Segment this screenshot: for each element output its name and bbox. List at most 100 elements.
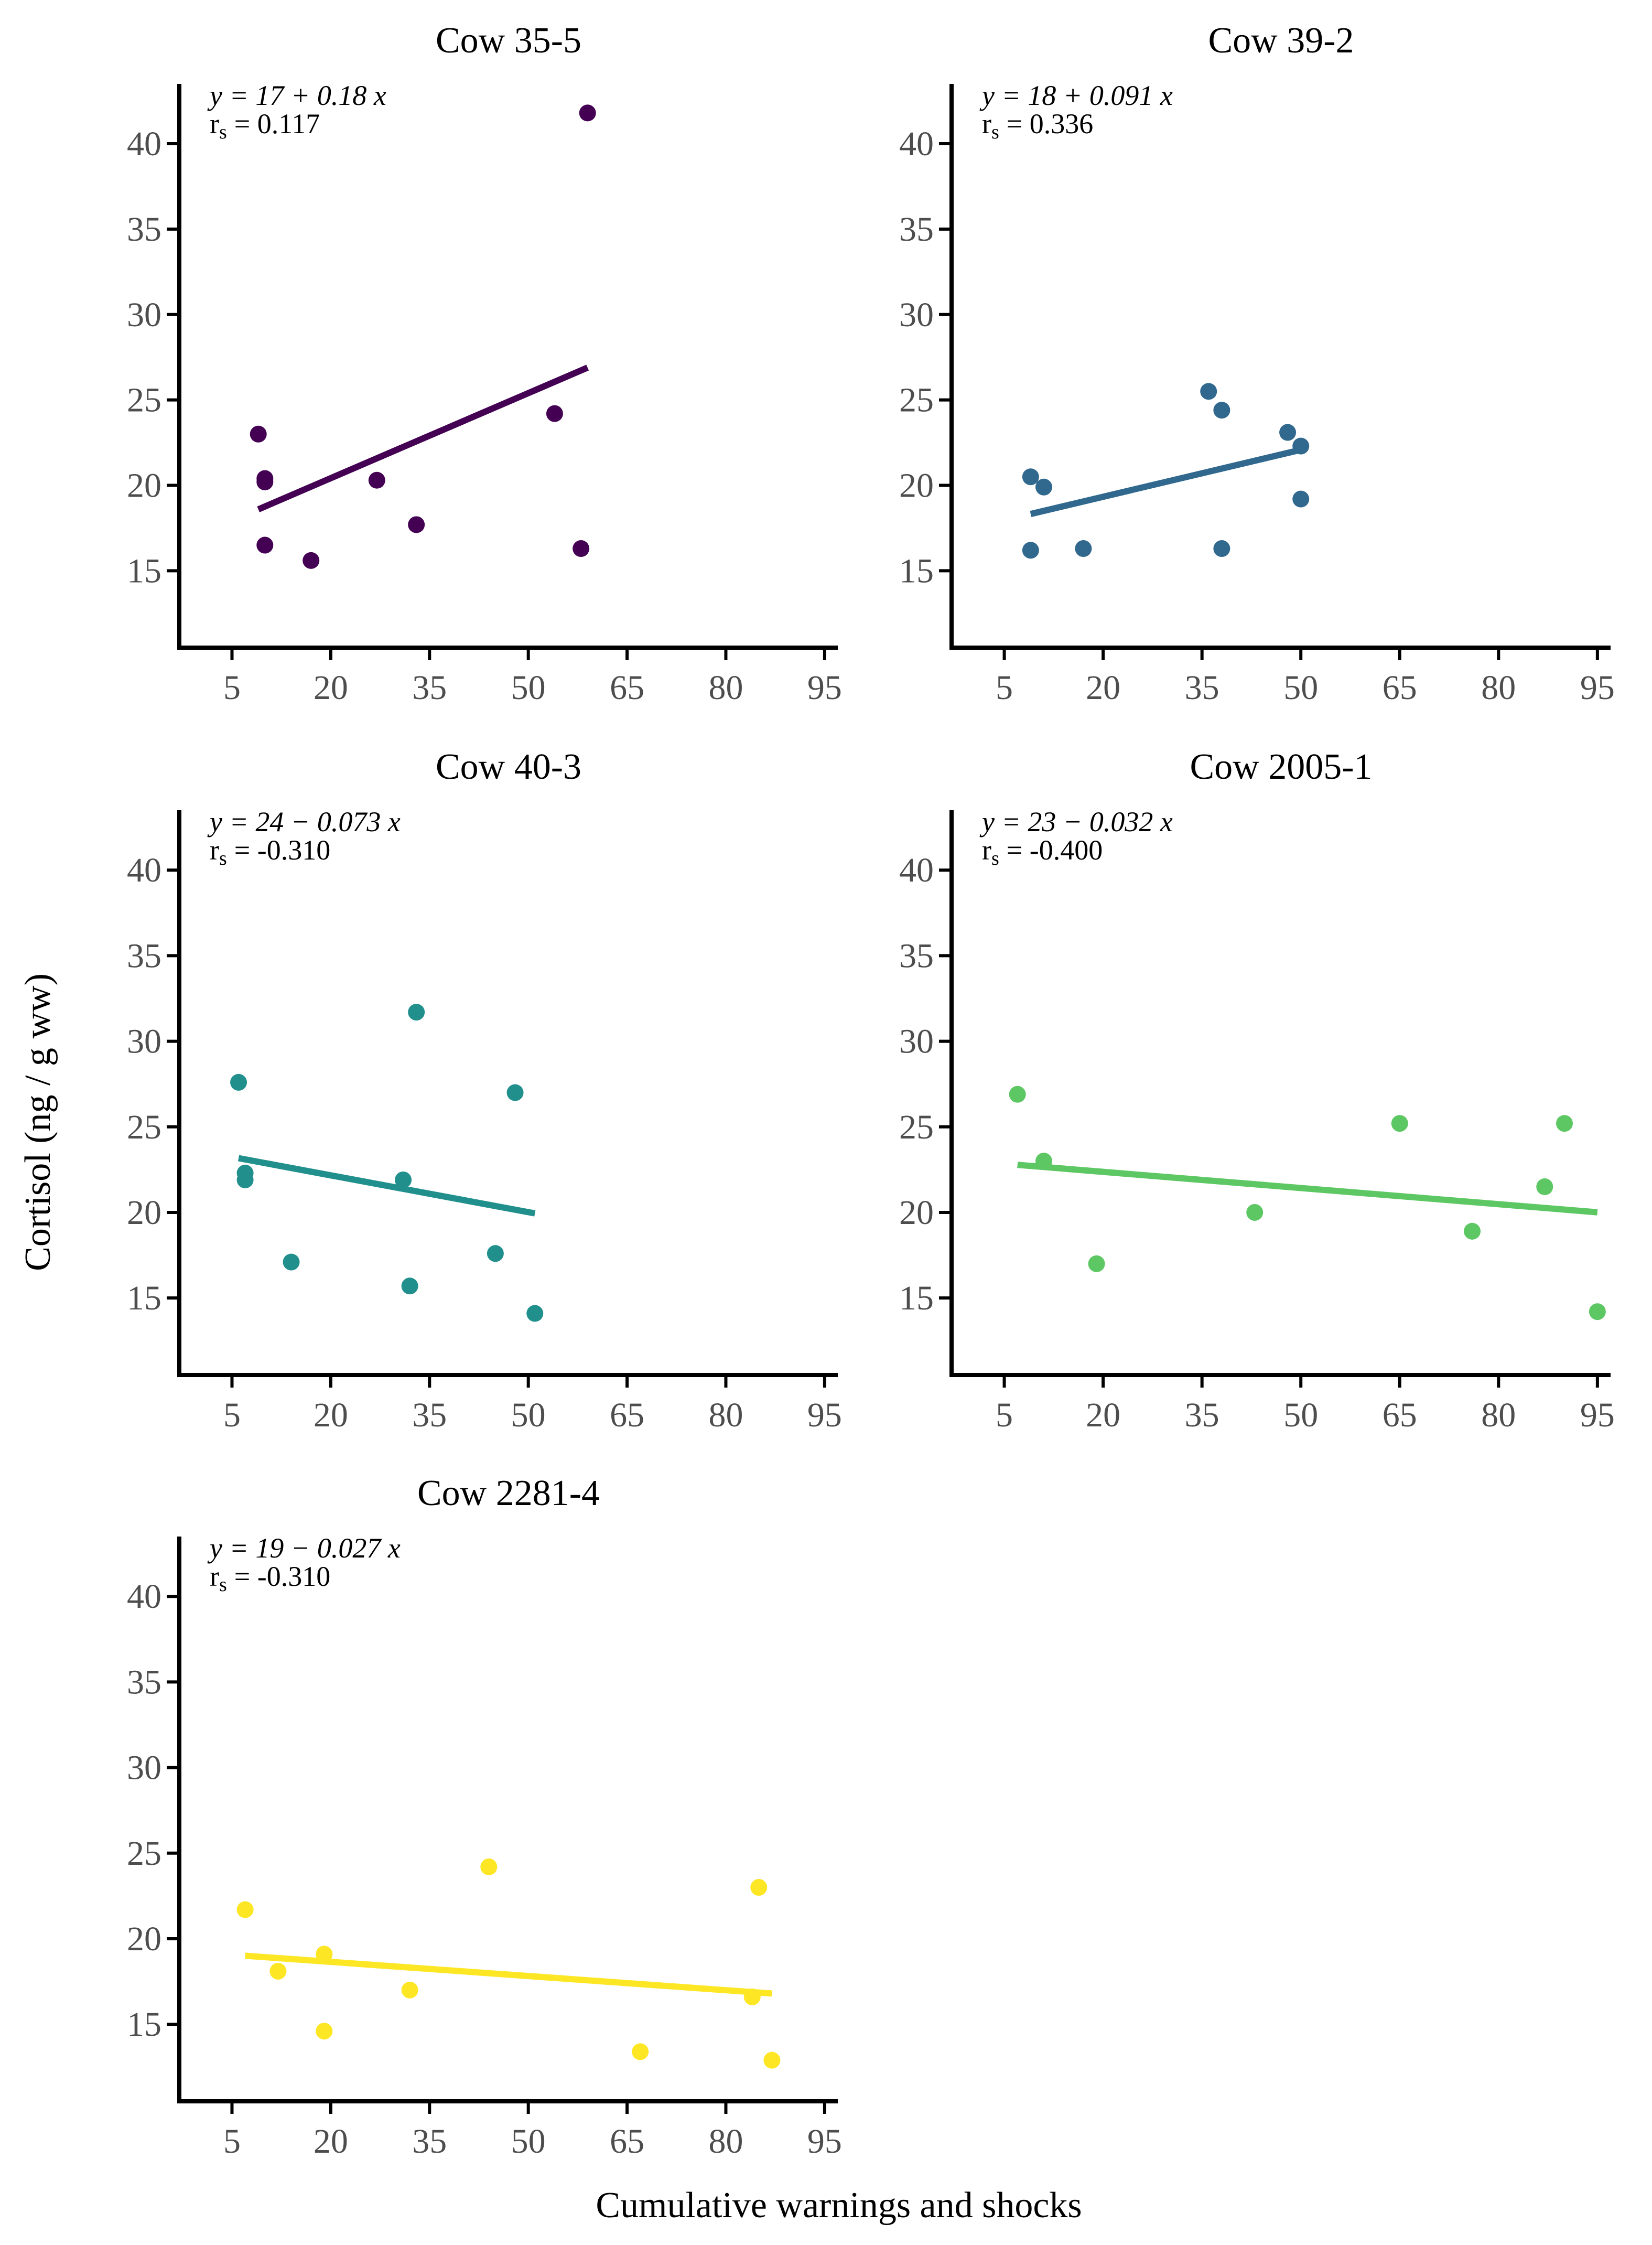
- y-tick-label: 30: [127, 1749, 161, 1787]
- data-point: [1088, 1255, 1105, 1272]
- y-axis-title: Cortisol (ng / g ww): [18, 973, 58, 1271]
- data-point: [1075, 540, 1092, 557]
- x-tick-label: 65: [610, 2122, 644, 2161]
- y-tick-label: 30: [127, 1023, 161, 1061]
- y-tick-label: 30: [127, 296, 161, 334]
- y-tick-label: 35: [127, 1663, 161, 1701]
- x-tick-label: 35: [412, 2122, 447, 2161]
- panel-title: Cow 35-5: [436, 20, 581, 61]
- data-point: [236, 1901, 254, 1918]
- spearman-rs: rs = 0.117: [210, 108, 320, 143]
- x-tick-label: 65: [1383, 669, 1417, 707]
- x-tick-label: 20: [1086, 1396, 1120, 1434]
- y-tick-label: 15: [899, 1279, 934, 1317]
- spearman-rs: rs = 0.336: [982, 108, 1093, 143]
- data-point: [506, 1084, 524, 1101]
- data-point: [408, 516, 425, 533]
- x-tick-label: 35: [412, 1396, 447, 1434]
- panel-1: Cow 35-5 5 20 35 50 65 80 95 15 20 25 30 35 40 y = 17 …: [127, 20, 842, 707]
- regression-equation: y = 19 − 0.027 x: [207, 1532, 401, 1564]
- rs-subscript: s: [991, 847, 999, 869]
- x-tick-label: 80: [1481, 669, 1516, 707]
- y-tick-label: 15: [127, 1279, 161, 1317]
- x-tick-label: 65: [1383, 1396, 1417, 1434]
- x-tick-label: 50: [1283, 669, 1318, 707]
- x-tick-label: 80: [708, 669, 743, 707]
- y-tick-label: 25: [899, 381, 934, 420]
- data-point: [1279, 424, 1297, 441]
- x-tick-label: 50: [1283, 1396, 1318, 1434]
- data-point: [763, 2051, 781, 2069]
- y-tick-label: 25: [127, 381, 161, 420]
- data-point: [368, 471, 385, 489]
- y-tick-label: 15: [127, 2005, 161, 2044]
- y-tick-label: 15: [127, 552, 161, 590]
- data-point: [316, 1946, 333, 1963]
- x-tick-label: 65: [610, 1396, 644, 1434]
- y-tick-label: 25: [127, 1108, 161, 1146]
- x-tick-label: 80: [1481, 1396, 1516, 1434]
- x-tick-label: 50: [511, 1396, 546, 1434]
- y-tick-label: 20: [127, 1920, 161, 1958]
- data-point: [250, 425, 267, 443]
- data-point: [256, 536, 274, 554]
- data-point: [1200, 383, 1217, 400]
- rs-symbol: r: [982, 834, 991, 866]
- data-point: [269, 1962, 287, 1980]
- y-tick-label: 40: [899, 851, 934, 889]
- y-tick-label: 35: [899, 210, 934, 249]
- data-point: [401, 1277, 418, 1295]
- y-tick-label: 30: [899, 296, 934, 334]
- rs-value: = -0.400: [1007, 834, 1103, 866]
- data-point: [1246, 1204, 1264, 1221]
- rs-symbol: r: [982, 108, 991, 139]
- data-point: [579, 104, 596, 122]
- data-point: [1009, 1086, 1026, 1103]
- y-tick-label: 30: [899, 1023, 934, 1061]
- data-point: [1022, 542, 1039, 559]
- data-point: [395, 1171, 412, 1188]
- data-point: [236, 1171, 254, 1188]
- y-tick-label: 15: [899, 552, 934, 590]
- x-tick-label: 20: [314, 2122, 348, 2161]
- y-tick-label: 20: [127, 1194, 161, 1232]
- data-point: [487, 1245, 504, 1262]
- x-tick-label: 5: [223, 2122, 241, 2161]
- rs-value: = 0.117: [234, 108, 320, 139]
- y-tick-label: 35: [127, 210, 161, 249]
- y-tick-label: 40: [899, 125, 934, 163]
- rs-value: = -0.310: [234, 834, 330, 866]
- panel-5: Cow 2281-4 5 20 35 50 65 80 95 15 20 25 30 35 40 y = 1…: [127, 1473, 842, 2161]
- data-point: [743, 1988, 761, 2005]
- regression-equation: y = 23 − 0.032 x: [979, 806, 1173, 837]
- data-point: [1536, 1178, 1553, 1195]
- rs-symbol: r: [210, 1561, 219, 1592]
- rs-subscript: s: [219, 847, 227, 869]
- regression-equation: y = 17 + 0.18 x: [207, 80, 386, 111]
- regression-line: [1030, 446, 1302, 517]
- y-tick-label: 20: [127, 467, 161, 505]
- x-tick-label: 80: [708, 1396, 743, 1434]
- x-tick-label: 35: [1185, 669, 1219, 707]
- data-point: [480, 1858, 498, 1875]
- x-tick-label: 50: [511, 2122, 546, 2161]
- rs-value: = -0.310: [234, 1561, 330, 1592]
- regression-line: [257, 364, 589, 512]
- y-tick-label: 40: [127, 1577, 161, 1616]
- y-tick-label: 25: [899, 1108, 934, 1146]
- panel-3: Cow 40-3 5 20 35 50 65 80 95 15 20 25 30 35 40 y = 24 …: [127, 747, 842, 1434]
- x-axis-title: Cumulative warnings and shocks: [596, 2185, 1082, 2226]
- rs-subscript: s: [219, 121, 227, 143]
- data-point: [316, 2023, 333, 2040]
- x-tick-label: 80: [708, 2122, 743, 2161]
- x-tick-label: 35: [1185, 1396, 1219, 1434]
- panel-2: Cow 39-2 5 20 35 50 65 80 95 15 20 25 30 35 40 y = 18 …: [899, 20, 1615, 707]
- x-tick-label: 20: [314, 1396, 348, 1434]
- data-point: [526, 1305, 544, 1322]
- x-tick-label: 35: [412, 669, 447, 707]
- spearman-rs: rs = -0.310: [210, 1561, 330, 1596]
- data-point: [1464, 1222, 1481, 1240]
- rs-subscript: s: [991, 121, 999, 143]
- spearman-rs: rs = -0.310: [210, 834, 330, 869]
